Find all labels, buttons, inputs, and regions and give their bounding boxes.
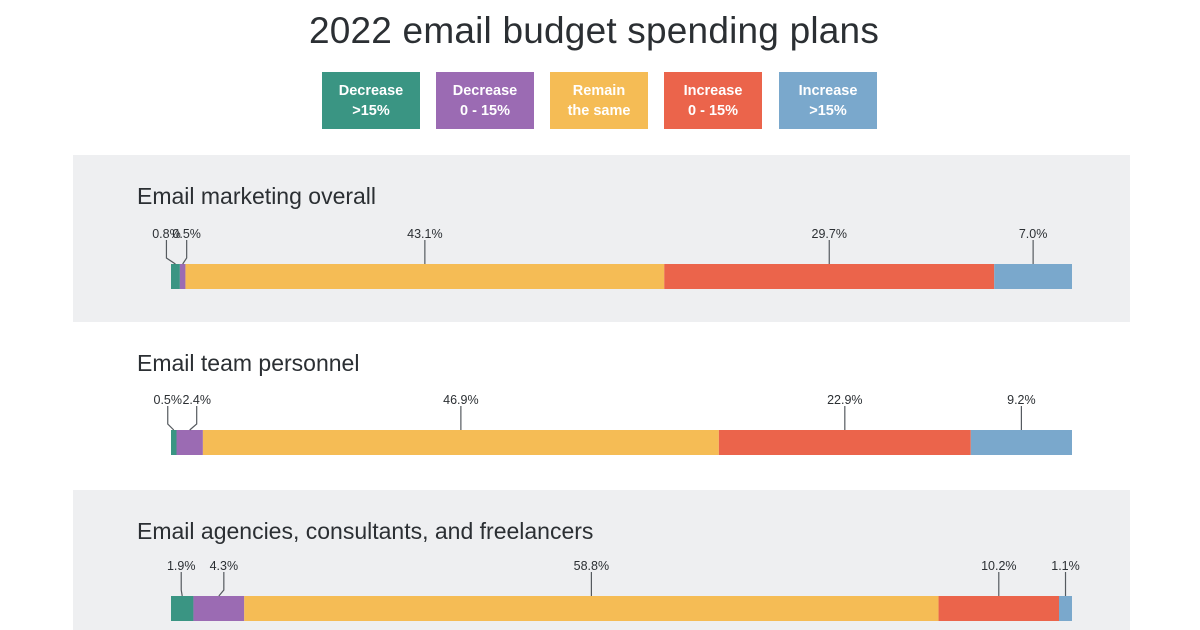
bar-segment-decrease-over-15	[171, 264, 180, 289]
panel-email-marketing-overall: Email marketing overall	[73, 155, 1130, 322]
value-label: 22.9%	[827, 393, 862, 407]
bar-segment-increase-over-15	[970, 430, 1072, 455]
legend: Decrease >15% Decrease 0 - 15% Remain th…	[0, 72, 1200, 129]
bar-segment-remain-same	[185, 264, 665, 289]
value-label: 0.5%	[172, 227, 201, 241]
bar-segment-increase-over-15	[994, 264, 1072, 289]
row-title: Email marketing overall	[137, 183, 377, 209]
bar-segment-remain-same	[244, 596, 939, 621]
value-label: 9.2%	[1007, 393, 1036, 407]
legend-increase-over-15: Increase >15%	[779, 72, 877, 129]
bar-segment-increase-0-15	[938, 596, 1060, 621]
bar-segment-decrease-over-15	[171, 596, 194, 621]
value-label: 10.2%	[981, 559, 1016, 573]
row-title: Email team personnel	[137, 350, 360, 376]
value-label: 1.9%	[167, 559, 196, 573]
value-label: 7.0%	[1019, 227, 1048, 241]
panel-email-team-personnel: Email team personnel	[73, 322, 1130, 490]
value-label: 4.3%	[210, 559, 239, 573]
bar-segment-decrease-0-15	[179, 264, 186, 289]
legend-decrease-0-15: Decrease 0 - 15%	[436, 72, 534, 129]
bar-segment-decrease-over-15	[171, 430, 177, 455]
value-label: 29.7%	[812, 227, 847, 241]
legend-decrease-over-15: Decrease >15%	[322, 72, 420, 129]
leader-line	[167, 406, 175, 431]
bar-segment-increase-0-15	[718, 430, 971, 455]
leader-line	[180, 572, 183, 597]
leader-line	[218, 572, 225, 597]
leader-line	[165, 240, 176, 265]
value-label: 2.4%	[182, 393, 211, 407]
value-label: 58.8%	[574, 559, 609, 573]
leader-line	[182, 240, 188, 265]
bar-segment-remain-same	[202, 430, 719, 455]
chart-title: 2022 email budget spending plans	[308, 10, 880, 51]
value-label: 46.9%	[443, 393, 478, 407]
bar-segment-increase-0-15	[664, 264, 995, 289]
value-label: 0.8%	[152, 227, 181, 241]
value-label: 0.5%	[154, 393, 183, 407]
legend-increase-0-15: Increase 0 - 15%	[664, 72, 762, 129]
row-title: Email agencies, consultants, and freelan…	[137, 518, 594, 544]
value-label: 1.1%	[1051, 559, 1080, 573]
bar-segment-decrease-0-15	[176, 430, 203, 455]
bar-segment-increase-over-15	[1059, 596, 1072, 621]
value-label: 43.1%	[407, 227, 442, 241]
leader-line	[189, 406, 198, 431]
legend-remain-same: Remain the same	[550, 72, 648, 129]
bar-segment-decrease-0-15	[193, 596, 245, 621]
